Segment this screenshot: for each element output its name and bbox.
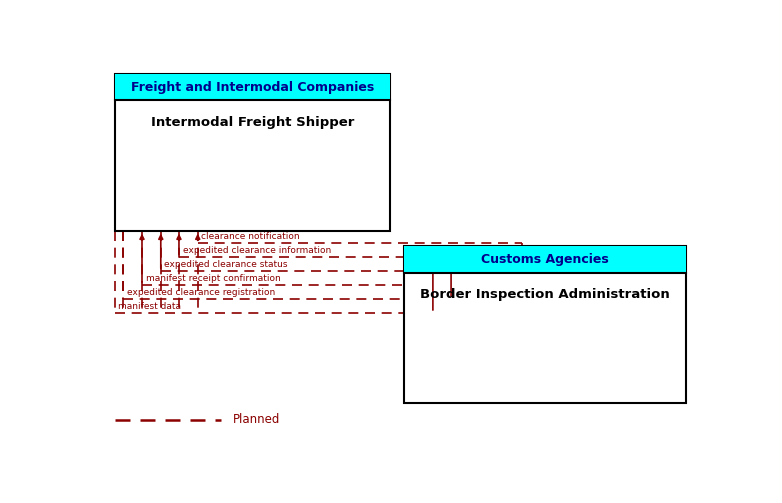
Text: manifest data: manifest data — [118, 302, 181, 310]
Text: manifest receipt confirmation: manifest receipt confirmation — [145, 274, 281, 283]
Bar — [115, 74, 390, 231]
Text: expedited clearance status: expedited clearance status — [164, 260, 288, 269]
Text: Freight and Intermodal Companies: Freight and Intermodal Companies — [131, 80, 375, 94]
Text: Intermodal Freight Shipper: Intermodal Freight Shipper — [151, 116, 354, 129]
Text: expedited clearance information: expedited clearance information — [183, 246, 331, 255]
Text: Border Inspection Administration: Border Inspection Administration — [420, 288, 669, 301]
Text: expedited clearance registration: expedited clearance registration — [127, 288, 275, 297]
Bar — [115, 74, 390, 100]
Text: Customs Agencies: Customs Agencies — [481, 253, 608, 266]
Text: Planned: Planned — [233, 413, 280, 426]
Text: clearance notification: clearance notification — [202, 232, 300, 241]
Bar — [404, 246, 686, 273]
Bar — [404, 246, 686, 403]
